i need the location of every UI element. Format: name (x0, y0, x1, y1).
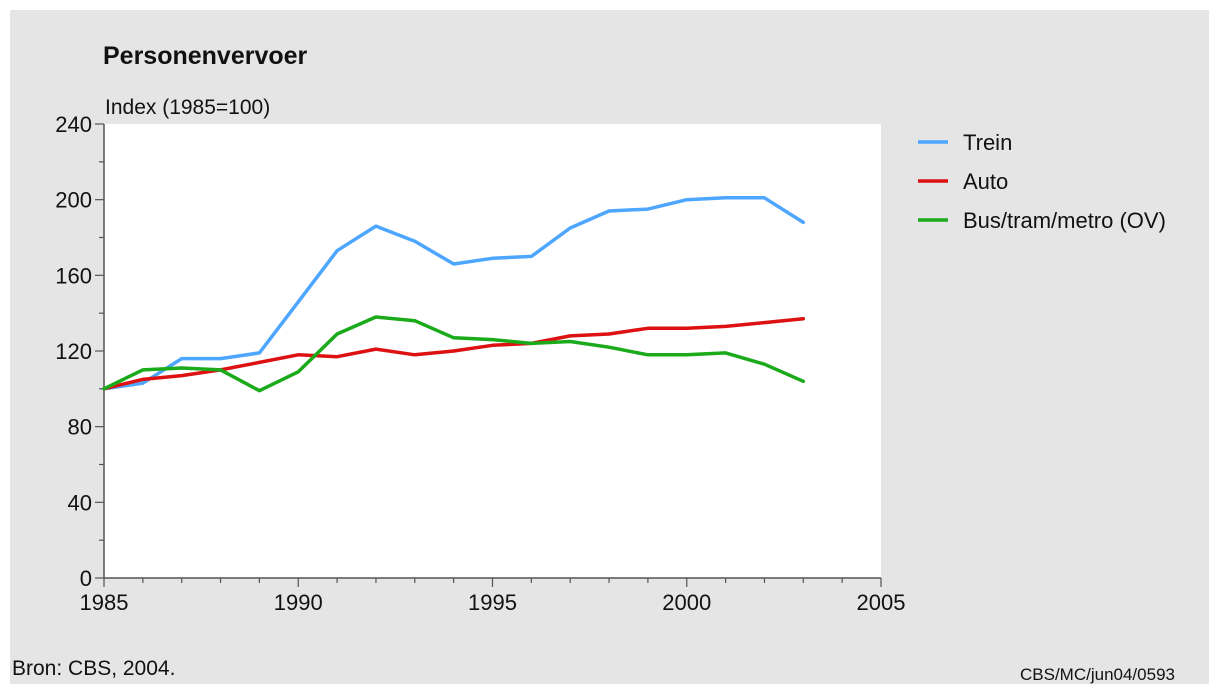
y-tick-label: 40 (68, 490, 92, 515)
x-tick-label: 1995 (468, 590, 517, 615)
y-axis: 0 40 80 120 160 200 240 (55, 112, 105, 591)
y-tick-label: 240 (55, 112, 92, 137)
chart-container: Personenvervoer Index (1985=100) 0 40 80 12… (10, 10, 1209, 684)
y-tick-label: 0 (80, 566, 92, 591)
legend: Trein Auto Bus/tram/metro (OV) (918, 130, 1166, 233)
x-tick-label: 2000 (662, 590, 711, 615)
x-axis: 1985 1990 1995 2000 2005 (80, 577, 906, 615)
source-note: Bron: CBS, 2004. (12, 657, 175, 680)
legend-label-auto: Auto (963, 169, 1008, 194)
y-tick-label: 80 (68, 415, 92, 440)
chart-title: Personenvervoer (103, 42, 308, 70)
y-axis-label: Index (1985=100) (105, 96, 270, 119)
legend-label-bus-tram-metro-ov: Bus/tram/metro (OV) (963, 208, 1166, 233)
x-tick-label: 1990 (274, 590, 323, 615)
plot-area (104, 124, 881, 578)
chart-code: CBS/MC/jun04/0593 (1020, 665, 1175, 684)
chart: Personenvervoer Index (1985=100) 0 40 80 12… (12, 42, 1175, 684)
series-line-trein (102, 196, 806, 391)
y-tick-label: 160 (55, 263, 92, 288)
y-tick-label: 200 (55, 188, 92, 213)
x-tick-label: 2005 (857, 590, 906, 615)
y-tick-label: 120 (55, 339, 92, 364)
legend-label-trein: Trein (963, 130, 1012, 155)
x-tick-label: 1985 (80, 590, 129, 615)
series-line-bus-tram-metro-ov (102, 315, 806, 393)
series-layer (102, 196, 806, 393)
